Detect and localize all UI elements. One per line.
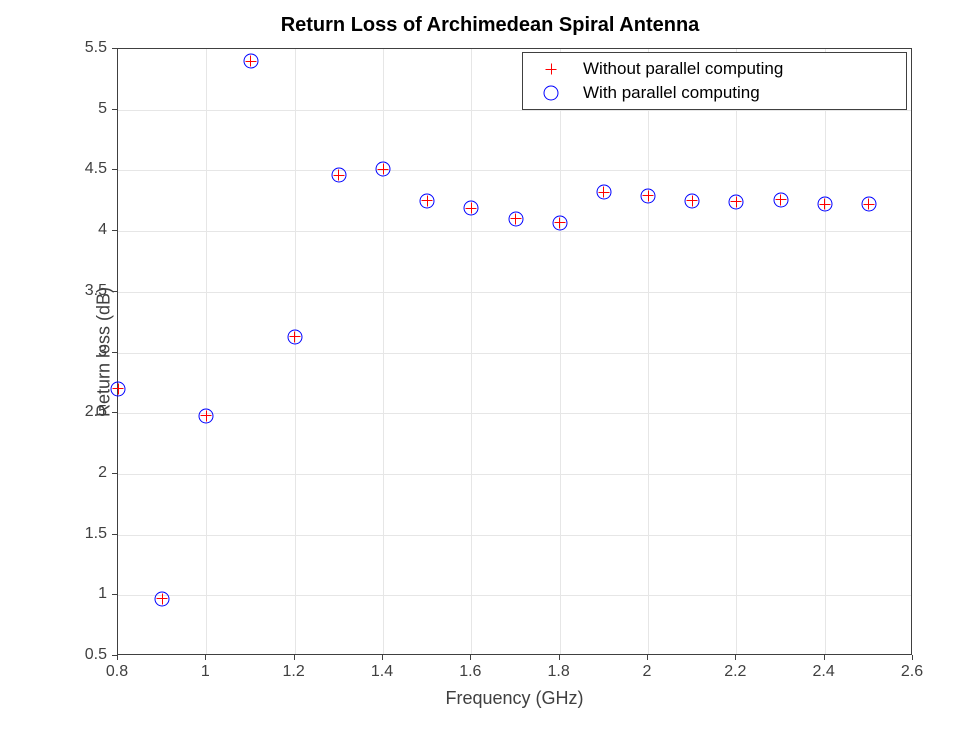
plus-icon xyxy=(546,64,557,75)
x-tick xyxy=(117,655,118,660)
x-tick-label: 1 xyxy=(201,663,210,681)
y-tick-label: 1.5 xyxy=(85,525,107,543)
circle-icon xyxy=(544,86,559,101)
x-tick-label: 1.2 xyxy=(283,663,305,681)
circle-marker xyxy=(420,193,435,208)
y-tick xyxy=(112,291,117,292)
y-tick xyxy=(112,655,117,656)
legend: Without parallel computing With parallel … xyxy=(522,52,907,110)
y-tick-label: 5 xyxy=(98,100,107,118)
y-tick-label: 3 xyxy=(98,343,107,361)
plot-area xyxy=(117,48,912,655)
chart-container: Return Loss of Archimedean Spiral Antenn… xyxy=(0,0,980,735)
y-tick xyxy=(112,594,117,595)
x-tick-label: 2.6 xyxy=(901,663,923,681)
circle-marker xyxy=(773,192,788,207)
x-axis-label: Frequency (GHz) xyxy=(445,688,583,709)
x-tick-label: 1.4 xyxy=(371,663,393,681)
x-tick xyxy=(470,655,471,660)
circle-marker xyxy=(155,591,170,606)
circle-marker xyxy=(243,54,258,69)
y-tick xyxy=(112,48,117,49)
y-tick-label: 3.5 xyxy=(85,282,107,300)
y-tick-label: 0.5 xyxy=(85,646,107,664)
circle-marker xyxy=(596,185,611,200)
circle-marker xyxy=(552,215,567,230)
gridline-horizontal xyxy=(118,353,911,354)
circle-marker xyxy=(641,188,656,203)
gridline-horizontal xyxy=(118,413,911,414)
legend-swatch xyxy=(529,59,573,79)
y-tick-label: 1 xyxy=(98,585,107,603)
y-tick xyxy=(112,473,117,474)
y-tick xyxy=(112,352,117,353)
circle-marker xyxy=(376,162,391,177)
y-tick xyxy=(112,109,117,110)
x-tick xyxy=(824,655,825,660)
x-tick-label: 2.4 xyxy=(813,663,835,681)
gridline-vertical xyxy=(471,49,472,654)
gridline-horizontal xyxy=(118,474,911,475)
circle-marker xyxy=(685,193,700,208)
y-tick-label: 2.5 xyxy=(85,403,107,421)
gridline-vertical xyxy=(206,49,207,654)
x-tick xyxy=(647,655,648,660)
gridline-horizontal xyxy=(118,595,911,596)
x-tick xyxy=(294,655,295,660)
gridline-vertical xyxy=(825,49,826,654)
gridline-vertical xyxy=(648,49,649,654)
y-tick-label: 2 xyxy=(98,464,107,482)
y-tick xyxy=(112,169,117,170)
gridline-horizontal xyxy=(118,231,911,232)
x-tick xyxy=(559,655,560,660)
circle-marker xyxy=(817,197,832,212)
y-tick-label: 5.5 xyxy=(85,39,107,57)
x-tick xyxy=(205,655,206,660)
gridline-vertical xyxy=(383,49,384,654)
x-tick-label: 2.2 xyxy=(724,663,746,681)
x-tick xyxy=(735,655,736,660)
y-tick xyxy=(112,230,117,231)
y-tick xyxy=(112,534,117,535)
circle-marker xyxy=(287,329,302,344)
y-tick-label: 4.5 xyxy=(85,160,107,178)
gridline-horizontal xyxy=(118,535,911,536)
legend-row: With parallel computing xyxy=(529,81,896,105)
x-tick-label: 0.8 xyxy=(106,663,128,681)
y-tick xyxy=(112,412,117,413)
gridline-horizontal xyxy=(118,170,911,171)
gridline-vertical xyxy=(295,49,296,654)
circle-marker xyxy=(199,408,214,423)
legend-label: Without parallel computing xyxy=(583,59,783,79)
x-tick-label: 1.8 xyxy=(548,663,570,681)
circle-marker xyxy=(861,197,876,212)
y-tick-label: 4 xyxy=(98,221,107,239)
legend-swatch xyxy=(529,83,573,103)
circle-marker xyxy=(464,201,479,216)
circle-marker xyxy=(508,211,523,226)
legend-label: With parallel computing xyxy=(583,83,760,103)
gridline-vertical xyxy=(560,49,561,654)
x-tick xyxy=(912,655,913,660)
x-tick-label: 1.6 xyxy=(459,663,481,681)
circle-marker xyxy=(729,194,744,209)
legend-row: Without parallel computing xyxy=(529,57,896,81)
circle-marker xyxy=(331,168,346,183)
gridline-horizontal xyxy=(118,292,911,293)
chart-title: Return Loss of Archimedean Spiral Antenn… xyxy=(0,14,980,37)
gridline-vertical xyxy=(736,49,737,654)
x-tick-label: 2 xyxy=(643,663,652,681)
x-tick xyxy=(382,655,383,660)
